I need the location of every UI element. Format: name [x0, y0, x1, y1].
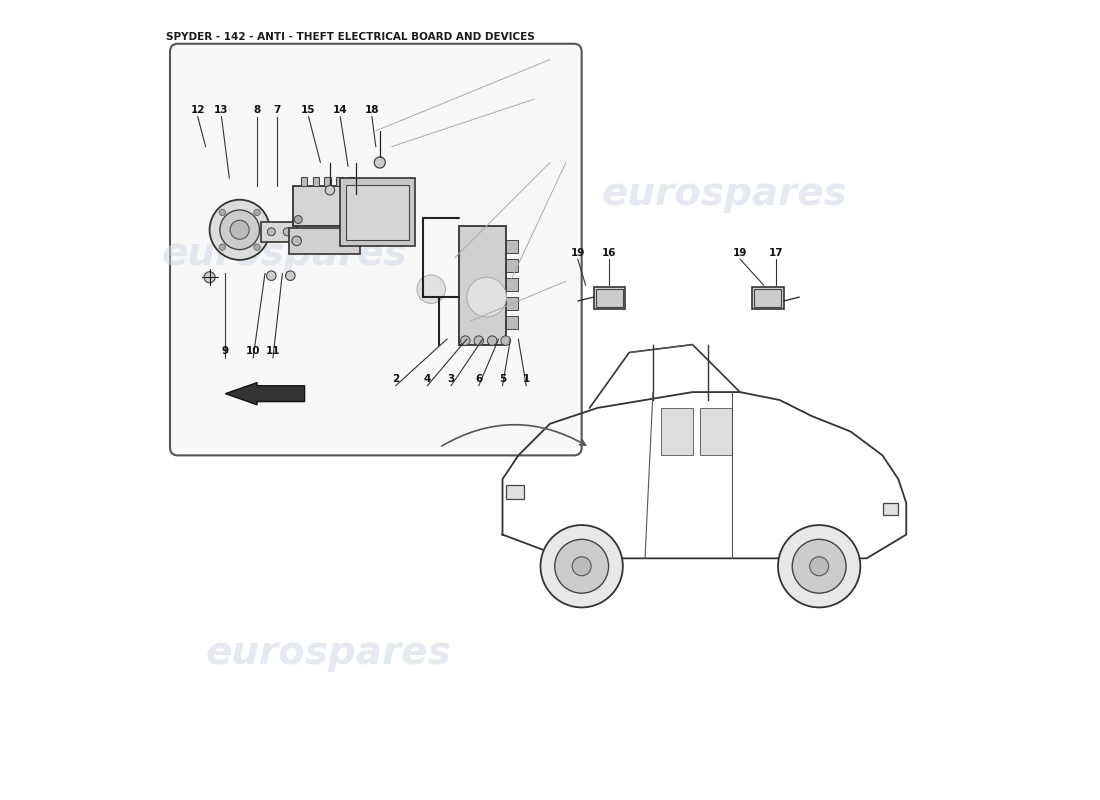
Bar: [594, 286, 625, 309]
Bar: [324, 177, 331, 186]
Circle shape: [487, 336, 497, 346]
Circle shape: [342, 215, 351, 223]
Circle shape: [792, 539, 846, 593]
Bar: [300, 177, 307, 186]
Circle shape: [326, 186, 334, 195]
Text: eurospares: eurospares: [602, 175, 847, 213]
Bar: [293, 186, 352, 226]
Bar: [506, 240, 518, 253]
Text: 15: 15: [301, 105, 316, 115]
Circle shape: [204, 272, 216, 283]
Bar: [348, 177, 354, 186]
Text: 1: 1: [522, 374, 530, 384]
Bar: [596, 289, 623, 306]
Text: SPYDER - 142 - ANTI - THEFT ELECTRICAL BOARD AND DEVICES: SPYDER - 142 - ANTI - THEFT ELECTRICAL B…: [166, 32, 535, 42]
Text: 18: 18: [364, 105, 380, 115]
Circle shape: [461, 336, 470, 346]
Text: 2: 2: [392, 374, 399, 384]
Bar: [289, 228, 360, 254]
Bar: [506, 259, 518, 272]
Circle shape: [210, 200, 270, 260]
Bar: [261, 222, 297, 242]
Circle shape: [219, 244, 225, 250]
Circle shape: [554, 539, 608, 593]
Circle shape: [283, 228, 292, 236]
Circle shape: [540, 525, 623, 607]
Bar: [661, 408, 693, 455]
Text: 8: 8: [253, 105, 261, 115]
Circle shape: [572, 557, 591, 576]
Circle shape: [295, 215, 302, 223]
Circle shape: [254, 210, 261, 216]
Text: eurospares: eurospares: [162, 234, 408, 273]
Bar: [459, 226, 506, 345]
Circle shape: [474, 336, 484, 346]
Bar: [345, 185, 409, 240]
Circle shape: [778, 525, 860, 607]
Circle shape: [466, 278, 506, 317]
Text: 13: 13: [214, 105, 229, 115]
Circle shape: [230, 220, 250, 239]
Text: 4: 4: [424, 374, 431, 384]
Text: 3: 3: [448, 374, 454, 384]
Text: 5: 5: [499, 374, 506, 384]
Circle shape: [500, 336, 510, 346]
Text: 11: 11: [266, 346, 280, 357]
Text: 14: 14: [333, 105, 348, 115]
Bar: [752, 286, 783, 309]
Circle shape: [267, 228, 275, 236]
Bar: [506, 485, 524, 499]
Bar: [882, 503, 899, 514]
Text: 10: 10: [246, 346, 261, 357]
Text: 7: 7: [273, 105, 280, 115]
Bar: [312, 177, 319, 186]
Text: eurospares: eurospares: [206, 634, 451, 672]
Text: 9: 9: [222, 346, 229, 357]
Text: 17: 17: [768, 247, 783, 258]
Bar: [506, 297, 518, 310]
Text: 12: 12: [190, 105, 205, 115]
Circle shape: [254, 244, 261, 250]
Text: 16: 16: [602, 247, 617, 258]
Circle shape: [219, 210, 225, 216]
Circle shape: [220, 210, 260, 250]
Circle shape: [266, 271, 276, 281]
Bar: [701, 408, 733, 455]
Circle shape: [417, 275, 446, 303]
Bar: [506, 278, 518, 290]
Text: 19: 19: [733, 247, 747, 258]
Text: 19: 19: [571, 247, 585, 258]
Circle shape: [348, 236, 356, 246]
Polygon shape: [226, 382, 305, 405]
FancyBboxPatch shape: [170, 44, 582, 455]
Circle shape: [810, 557, 828, 576]
Circle shape: [286, 271, 295, 281]
Bar: [340, 178, 416, 246]
Bar: [755, 289, 781, 306]
Bar: [337, 177, 342, 186]
Bar: [506, 316, 518, 329]
Circle shape: [292, 236, 301, 246]
Circle shape: [374, 157, 385, 168]
Text: 6: 6: [475, 374, 483, 384]
